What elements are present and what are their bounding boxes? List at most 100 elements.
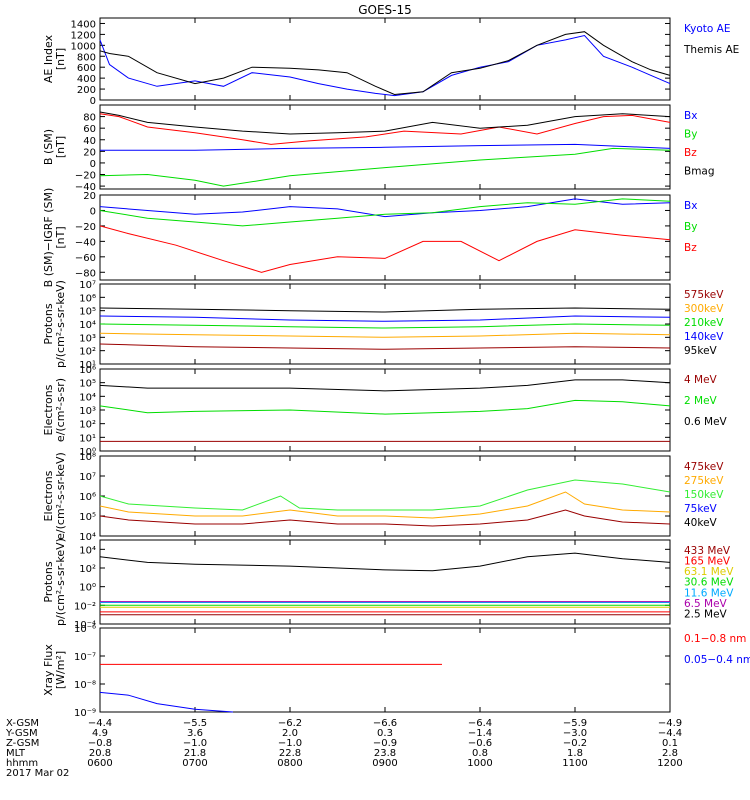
- series-line-0: [99, 198, 671, 218]
- footer-value: −4.4: [88, 718, 112, 729]
- footer-value: 0.3: [377, 728, 393, 739]
- footer-row-label: MLT: [6, 748, 26, 759]
- panel-frame: [99, 194, 671, 281]
- legend-entry: 210keV: [684, 317, 724, 329]
- y-tick-label: 1200: [71, 30, 96, 41]
- panel-6: 10⁻⁴ 10⁻² 10⁰ 10² 10⁴ Protons p/(cm²-s-sr-keV)…: [42, 538, 734, 631]
- y-tick-label: 0: [90, 206, 96, 217]
- footer-value: 0800: [277, 758, 302, 769]
- legend-entry: 40keV: [684, 517, 718, 529]
- y-tick-label: 10¹: [79, 433, 96, 444]
- footer-value: −6.6: [373, 718, 397, 729]
- legend-entry: 0.05−0.4 nm: [684, 654, 750, 666]
- y-tick-label: −80: [75, 268, 96, 279]
- y-axis-label: p/(cm²-s-sr-keV): [54, 538, 67, 626]
- y-tick-label: −20: [75, 171, 96, 182]
- footer-value: 2.0: [282, 728, 298, 739]
- legend-entry: 140keV: [684, 331, 724, 343]
- panel-4: 10⁰ 10¹ 10² 10³ 10⁴ 10⁵ 10⁶ Electrons e/(cm²-s-s…: [42, 365, 728, 458]
- series-line-2: [99, 113, 671, 145]
- y-tick-label: 10²: [79, 564, 96, 575]
- y-tick-label: 10⁸: [79, 452, 96, 463]
- y-tick-label: 0: [90, 159, 96, 170]
- legend-entry: Bz: [684, 242, 697, 254]
- y-tick-label: 10⁴: [79, 545, 96, 556]
- footer-value: 0.1: [662, 738, 678, 749]
- y-tick-label: 10⁻²: [74, 601, 96, 612]
- footer-value: −6.2: [278, 718, 302, 729]
- series-line-2: [99, 225, 671, 273]
- footer-value: 0700: [182, 758, 207, 769]
- footer-value: 2.8: [662, 748, 678, 759]
- y-tick-label: 10⁵: [79, 379, 96, 390]
- y-tick-label: 10⁰: [79, 447, 96, 458]
- y-tick-label: 10¹: [79, 360, 96, 371]
- footer-value: −5.5: [183, 718, 207, 729]
- series-line-6: [99, 552, 671, 572]
- legend-entry: 4 MeV: [684, 374, 718, 386]
- y-tick-label: −40: [75, 237, 96, 248]
- y-tick-label: 1400: [71, 19, 96, 30]
- series-line-1: [99, 332, 671, 338]
- y-axis-label: p/(cm²-s-sr-keV): [54, 280, 67, 368]
- legend-entry: Bx: [684, 200, 697, 212]
- series-line-1: [99, 198, 671, 227]
- footer-value: 20.8: [89, 748, 111, 759]
- series-line-0: [99, 509, 671, 527]
- y-tick-label: 10⁶: [79, 492, 96, 503]
- y-tick-label: 10⁵: [79, 307, 96, 318]
- y-tick-label: 10³: [79, 333, 96, 344]
- series-line-1: [99, 31, 671, 96]
- footer-value: 4.9: [92, 728, 108, 739]
- y-axis-label: e/(cm²-s-sr-keV): [54, 452, 67, 540]
- y-tick-label: 400: [77, 74, 96, 85]
- y-tick-label: 10²: [79, 347, 96, 358]
- y-axis-label: Protons: [42, 561, 55, 602]
- y-axis-label: AE Index: [42, 34, 55, 83]
- y-tick-label: 10⁻⁷: [74, 652, 96, 663]
- panel-3: 10¹ 10² 10³ 10⁴ 10⁵ 10⁶ 10⁷ Protons p/(cm²-s-sr-…: [42, 280, 724, 371]
- legend-entry: 433 MeV: [684, 545, 731, 557]
- y-tick-label: 80: [83, 113, 96, 124]
- series-line-1: [99, 147, 671, 187]
- y-tick-label: 10³: [79, 406, 96, 417]
- legend-entry: 75keV: [684, 503, 718, 515]
- footer-value: 0600: [87, 758, 112, 769]
- series-line-0: [100, 143, 671, 151]
- y-tick-label: 40: [83, 136, 96, 147]
- legend-entry: 575keV: [684, 289, 724, 301]
- footer-value: −1.0: [278, 738, 302, 749]
- legend-entry: By: [684, 129, 697, 141]
- legend-entry: 300keV: [684, 303, 724, 315]
- y-axis-label: Protons: [42, 303, 55, 344]
- y-axis-label: [nT]: [54, 226, 67, 248]
- footer-value: 0.8: [472, 748, 488, 759]
- panel-2: −80 −60 −40 −20 0 20 B (SM)−IGRF (SM) [nT] Bx By B…: [42, 188, 697, 288]
- footer-value: 3.6: [187, 728, 203, 739]
- footer-row-label: X-GSM: [6, 718, 39, 729]
- series-line-1: [99, 691, 234, 713]
- y-axis-label: Electrons: [42, 470, 55, 521]
- series-line-1: [99, 491, 671, 519]
- y-axis-label: [nT]: [54, 136, 67, 158]
- panel-frame: [99, 368, 671, 452]
- series-line-3: [99, 111, 671, 135]
- footer-value: 1.8: [567, 748, 583, 759]
- y-axis-label: [W/m²]: [54, 651, 67, 689]
- legend-entry: 2 MeV: [684, 395, 718, 407]
- y-tick-label: 10⁻⁹: [74, 708, 96, 719]
- y-tick-label: 10⁷: [79, 280, 96, 291]
- legend-entry: 30.6 MeV: [684, 577, 734, 589]
- footer-value: −1.0: [183, 738, 207, 749]
- y-axis-label: e/(cm²-s-sr): [54, 378, 67, 442]
- y-tick-label: 10⁷: [79, 472, 96, 483]
- footer-value: −1.4: [468, 728, 492, 739]
- legend-entry: 275keV: [684, 475, 724, 487]
- y-tick-label: 20: [83, 191, 96, 202]
- legend-entry: 150keV: [684, 489, 724, 501]
- footer-value: −0.8: [88, 738, 112, 749]
- footer-value: −4.9: [658, 718, 682, 729]
